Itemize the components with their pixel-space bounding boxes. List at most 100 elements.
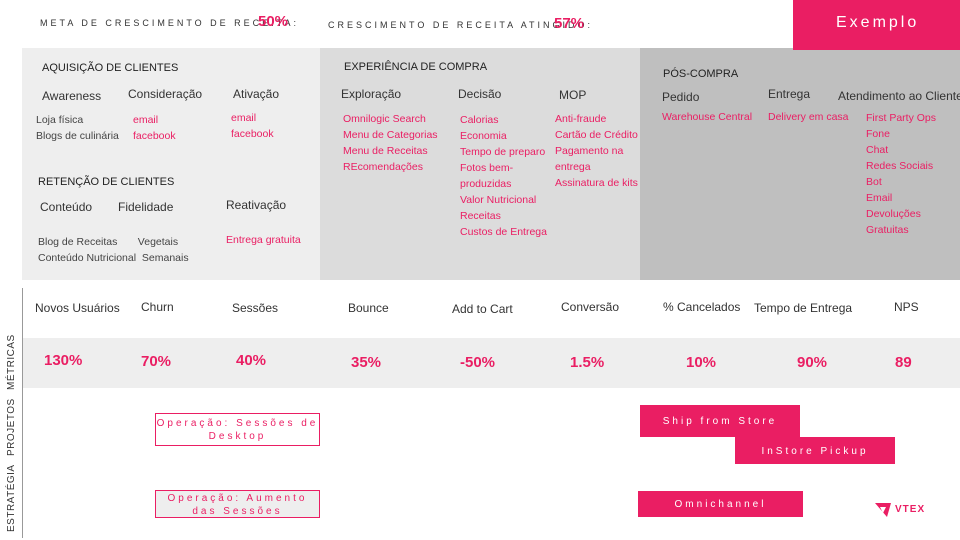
divider-metricas [22, 288, 23, 538]
list-item: Gratuitas [866, 224, 909, 236]
project-op-aumento: Operação: Aumento das Sessões [155, 490, 320, 518]
awareness-items: Loja física Blogs de culinária [36, 112, 119, 144]
side-label-metricas: MÉTRICAS [6, 334, 17, 390]
project-omnichannel: Omnichannel [638, 491, 803, 517]
experiencia-title: EXPERIÊNCIA DE COMPRA [344, 61, 488, 73]
list-item: facebook [133, 130, 176, 142]
list-item: Assinatura de kits [555, 177, 638, 189]
list-item: Blogs de culinária [36, 130, 119, 142]
list-item: Devoluções [866, 208, 921, 220]
retencao-title: RETENÇÃO DE CLIENTES [38, 176, 175, 188]
stage-entrega: Entrega [768, 87, 811, 101]
list-item: Fotos bem- [460, 162, 514, 174]
metric-name: NPS [894, 300, 919, 314]
list-item: Pagamento na [555, 145, 624, 157]
project-ship-from-store-label: Ship from Store [662, 416, 778, 427]
entrega-item: Delivery em casa [768, 111, 849, 123]
project-op-aumento-label: Operação: Aumento das Sessões [167, 493, 308, 517]
example-label: Exemplo [836, 14, 920, 31]
pedido-item: Warehouse Central [662, 111, 753, 123]
list-item: entrega [555, 161, 591, 173]
list-item: Cartão de Crédito [555, 129, 638, 141]
metric-name: Churn [141, 300, 174, 314]
aquisicao-title: AQUISIÇÃO DE CLIENTES [42, 62, 179, 74]
list-item: Fone [866, 128, 890, 140]
stage-decisao: Decisão [458, 87, 502, 101]
list-item: Custos de Entrega [460, 226, 547, 238]
metric-name: Bounce [348, 301, 389, 315]
list-item: Omnilogic Search [343, 113, 426, 125]
list-item: email [231, 112, 257, 124]
list-item: First Party Ops [866, 112, 937, 124]
mop-items: Anti-fraude Cartão de Crédito Pagamento … [555, 111, 638, 191]
project-instore-pickup-label: InStore Pickup [761, 446, 869, 457]
stage-conteudo: Conteúdo [40, 200, 93, 214]
project-op-sessoes-label: Operação: Sessões de Desktop [156, 418, 319, 442]
project-op-sessoes: Operação: Sessões de Desktop [155, 413, 320, 446]
metric-value: 130% [44, 352, 83, 369]
stage-atendimento: Atendimento ao Cliente [838, 89, 960, 103]
list-item: Loja física [36, 114, 84, 126]
pos-compra-title: PÓS-COMPRA [663, 68, 739, 80]
atingido-label: CRESCIMENTO DE RECEITA ATINGIDO: [328, 20, 594, 30]
side-label-projetos: PROJETOS [6, 398, 17, 456]
list-item: Economia [460, 130, 507, 142]
stage-consideracao: Consideração [128, 87, 203, 101]
metric-name: Novos Usuários [35, 301, 120, 315]
project-omnichannel-label: Omnichannel [674, 499, 767, 510]
ativacao-items: email facebook [231, 110, 274, 142]
retencao-row-2: Conteúdo Nutricional Semanais [38, 252, 189, 264]
list-item: produzidas [460, 178, 512, 190]
list-item: Menu de Categorias [343, 129, 438, 141]
experiencia-panel [320, 48, 640, 280]
list-item: Chat [866, 144, 889, 156]
list-item: facebook [231, 128, 274, 140]
list-item: Receitas [460, 210, 501, 222]
list-item: Calorias [460, 114, 499, 126]
list-item: Redes Sociais [866, 160, 934, 172]
consideracao-items: email facebook [133, 112, 176, 144]
decisao-items: Calorias Economia Tempo de preparo Fotos… [460, 112, 547, 240]
stage-ativacao: Ativação [233, 87, 280, 101]
metricas-panel [22, 338, 960, 388]
example-banner [793, 0, 960, 50]
vtex-logo-icon [875, 503, 891, 517]
side-label-estrategia: ESTRATÉGIA [6, 464, 17, 532]
project-ship-from-store: Ship from Store [640, 405, 800, 437]
retencao-row-1: Blog de Receitas Vegetais [38, 236, 179, 248]
meta-value: 50% [258, 13, 289, 30]
list-item: Anti-fraude [555, 113, 607, 125]
metric-value: 1.5% [570, 354, 605, 371]
atendimento-items: First Party Ops Fone Chat Redes Sociais … [866, 110, 936, 238]
list-item: Menu de Receitas [343, 145, 428, 157]
exploracao-items: Omnilogic Search Menu de Categorias Menu… [343, 111, 438, 175]
metric-value: 35% [351, 354, 382, 371]
stage-mop: MOP [559, 88, 587, 102]
metric-name: Add to Cart [452, 302, 513, 316]
metric-name: Tempo de Entrega [754, 301, 853, 315]
atingido-value: 57% [554, 15, 585, 32]
vtex-logo-text: VTEX [895, 504, 926, 515]
list-item: Valor Nutricional [460, 194, 537, 206]
project-instore-pickup: InStore Pickup [735, 437, 895, 464]
stage-fidelidade: Fidelidade [118, 200, 174, 214]
stage-exploracao: Exploração [341, 87, 402, 101]
metric-name: % Cancelados [663, 300, 741, 314]
metric-name: Conversão [561, 300, 620, 314]
list-item: email [133, 114, 159, 126]
metric-value: 40% [236, 352, 267, 369]
metric-value: 70% [141, 353, 172, 370]
list-item: Tempo de preparo [460, 146, 546, 158]
stage-awareness: Awareness [42, 89, 102, 103]
metric-value: 89 [895, 354, 912, 371]
meta-label: META DE CRESCIMENTO DE RECEITA: [40, 18, 300, 28]
aquisicao-panel [22, 48, 320, 280]
metric-value: 90% [797, 354, 828, 371]
reativacao-item: Entrega gratuita [226, 234, 301, 246]
metric-name: Sessões [232, 301, 279, 315]
metric-value: -50% [460, 354, 496, 371]
metric-value: 10% [686, 354, 717, 371]
list-item: REcomendações [343, 161, 423, 173]
stage-pedido: Pedido [662, 90, 700, 104]
list-item: Bot [866, 176, 882, 188]
